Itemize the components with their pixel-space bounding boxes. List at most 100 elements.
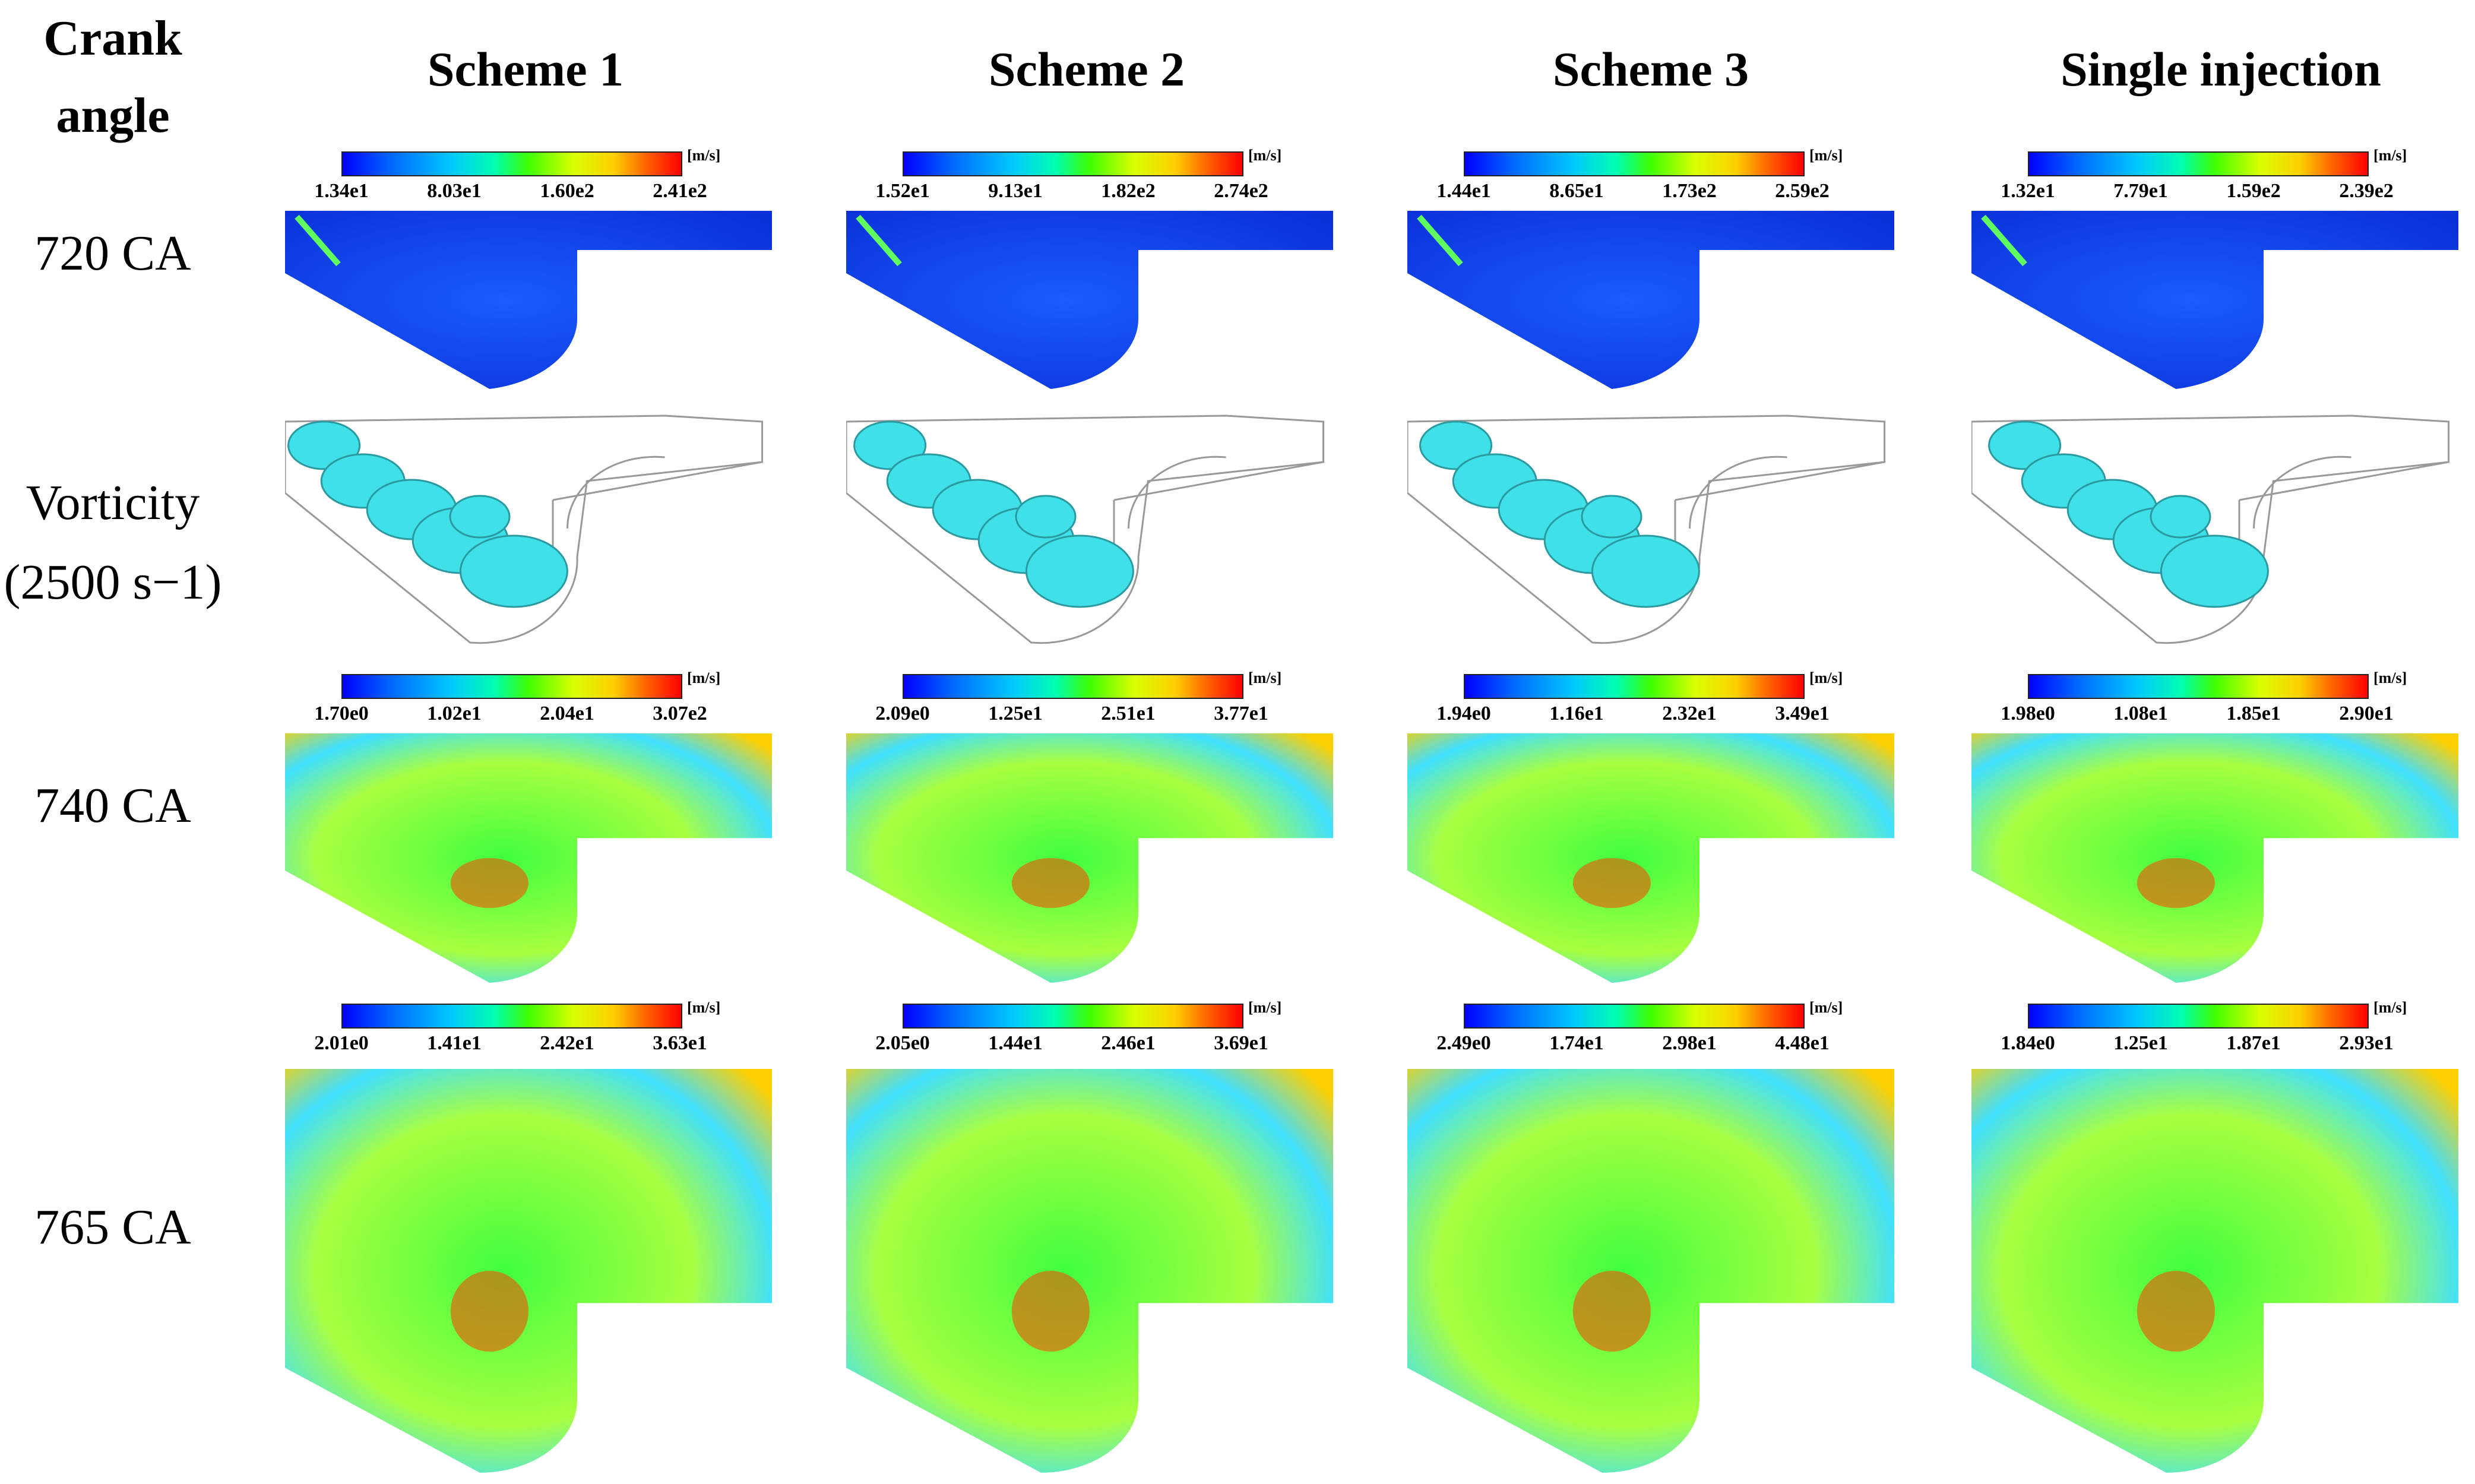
colorbar-unit-720ca-scheme-1: [m/s] [687, 147, 721, 164]
colorbar-tick-740ca-single-injection: 1.85e1 [2226, 703, 2281, 724]
colorbar-unit-740ca-scheme-2: [m/s] [1248, 669, 1282, 686]
colorbar-tick-765ca-single-injection: 1.25e1 [2113, 1032, 2168, 1054]
colorbar-tick-765ca-single-injection: 1.87e1 [2226, 1032, 2281, 1054]
colorbar-tick-765ca-scheme-3: 1.74e1 [1549, 1032, 1604, 1054]
velocity-contour-765ca-scheme-3 [1407, 1069, 1894, 1473]
colorbar-tick-740ca-scheme-3: 1.16e1 [1549, 703, 1604, 724]
crank-angle-heading: Crank angle [0, 0, 226, 154]
velocity-contour-740ca-scheme-3 [1407, 733, 1894, 983]
colorbar-tick-720ca-scheme-3: 1.44e1 [1436, 180, 1491, 202]
colorbar-720ca-scheme-3 [1464, 151, 1805, 176]
colorbar-tick-720ca-scheme-2: 1.82e2 [1101, 180, 1156, 202]
colorbar-765ca-scheme-1 [341, 1004, 682, 1029]
colorbar-tick-720ca-scheme-3: 2.59e2 [1775, 180, 1830, 202]
colorbar-unit-765ca-scheme-3: [m/s] [1809, 999, 1843, 1016]
colorbar-tick-740ca-scheme-3: 1.94e0 [1436, 703, 1491, 724]
colorbar-unit-740ca-scheme-3: [m/s] [1809, 669, 1843, 686]
velocity-contour-765ca-scheme-1 [285, 1069, 772, 1473]
column-heading-scheme-2: Scheme 2 [988, 42, 1185, 96]
colorbar-unit-765ca-single-injection: [m/s] [2373, 999, 2407, 1016]
vorticity-isosurface-vorticity-single-injection [1971, 410, 2458, 647]
velocity-contour-720ca-scheme-2 [846, 211, 1333, 389]
column-heading-single-injection: Single injection [2061, 42, 2381, 96]
colorbar-tick-740ca-scheme-1: 1.02e1 [427, 703, 482, 724]
colorbar-tick-740ca-scheme-1: 3.07e2 [653, 703, 707, 724]
colorbar-unit-720ca-scheme-2: [m/s] [1248, 147, 1282, 164]
colorbar-tick-720ca-single-injection: 1.59e2 [2226, 180, 2281, 202]
colorbar-tick-740ca-single-injection: 1.98e0 [2001, 703, 2055, 724]
colorbar-tick-765ca-scheme-3: 2.98e1 [1662, 1032, 1717, 1054]
crank-heading-line2: angle [56, 88, 170, 144]
row-label-740ca: 740 CA [34, 778, 191, 833]
colorbar-tick-740ca-scheme-2: 2.51e1 [1101, 703, 1156, 724]
colorbar-unit-740ca-scheme-1: [m/s] [687, 669, 721, 686]
velocity-contour-765ca-single-injection [1971, 1069, 2458, 1473]
colorbar-tick-765ca-single-injection: 1.84e0 [2001, 1032, 2055, 1054]
colorbar-tick-740ca-scheme-2: 1.25e1 [988, 703, 1043, 724]
colorbar-720ca-single-injection [2028, 151, 2369, 176]
colorbar-tick-740ca-scheme-2: 3.77e1 [1214, 703, 1268, 724]
colorbar-740ca-scheme-3 [1464, 674, 1805, 699]
colorbar-tick-765ca-scheme-2: 1.44e1 [988, 1032, 1043, 1054]
colorbar-unit-765ca-scheme-2: [m/s] [1248, 999, 1282, 1016]
vorticity-label-line1: Vorticity [26, 475, 200, 530]
column-heading-scheme-3: Scheme 3 [1552, 42, 1749, 96]
vorticity-isosurface-vorticity-scheme-2 [846, 410, 1333, 647]
colorbar-tick-720ca-scheme-2: 9.13e1 [988, 180, 1043, 202]
velocity-contour-720ca-scheme-3 [1407, 211, 1894, 389]
colorbar-tick-765ca-single-injection: 2.93e1 [2339, 1032, 2394, 1054]
colorbar-720ca-scheme-1 [341, 151, 682, 176]
colorbar-tick-765ca-scheme-2: 3.69e1 [1214, 1032, 1268, 1054]
colorbar-tick-720ca-single-injection: 2.39e2 [2339, 180, 2394, 202]
colorbar-765ca-single-injection [2028, 1004, 2369, 1029]
row-label-720ca: 720 CA [34, 226, 191, 281]
colorbar-tick-720ca-scheme-1: 1.60e2 [540, 180, 594, 202]
velocity-contour-740ca-scheme-1 [285, 733, 772, 983]
velocity-contour-720ca-scheme-1 [285, 211, 772, 389]
colorbar-tick-765ca-scheme-1: 2.42e1 [540, 1032, 594, 1054]
colorbar-tick-765ca-scheme-3: 2.49e0 [1436, 1032, 1491, 1054]
colorbar-tick-720ca-single-injection: 7.79e1 [2113, 180, 2168, 202]
colorbar-tick-740ca-scheme-1: 2.04e1 [540, 703, 594, 724]
colorbar-unit-720ca-scheme-3: [m/s] [1809, 147, 1843, 164]
colorbar-tick-740ca-single-injection: 1.08e1 [2113, 703, 2168, 724]
vorticity-label-line2: (2500 s−1) [4, 555, 222, 610]
colorbar-tick-765ca-scheme-1: 3.63e1 [653, 1032, 707, 1054]
colorbar-tick-720ca-scheme-2: 1.52e1 [875, 180, 930, 202]
colorbar-740ca-scheme-2 [903, 674, 1243, 699]
colorbar-tick-765ca-scheme-3: 4.48e1 [1775, 1032, 1830, 1054]
colorbar-tick-765ca-scheme-1: 1.41e1 [427, 1032, 482, 1054]
colorbar-tick-720ca-scheme-2: 2.74e2 [1214, 180, 1268, 202]
colorbar-720ca-scheme-2 [903, 151, 1243, 176]
colorbar-tick-720ca-scheme-1: 2.41e2 [653, 180, 707, 202]
colorbar-tick-740ca-scheme-3: 2.32e1 [1662, 703, 1717, 724]
colorbar-tick-720ca-scheme-3: 8.65e1 [1549, 180, 1604, 202]
colorbar-tick-740ca-scheme-1: 1.70e0 [314, 703, 369, 724]
row-label-765ca: 765 CA [34, 1200, 191, 1255]
colorbar-tick-765ca-scheme-2: 2.05e0 [875, 1032, 930, 1054]
vorticity-isosurface-vorticity-scheme-1 [285, 410, 772, 647]
colorbar-tick-720ca-scheme-3: 1.73e2 [1662, 180, 1717, 202]
vorticity-isosurface-vorticity-scheme-3 [1407, 410, 1894, 647]
colorbar-tick-765ca-scheme-1: 2.01e0 [314, 1032, 369, 1054]
crank-heading-line1: Crank [43, 11, 182, 66]
colorbar-tick-740ca-scheme-3: 3.49e1 [1775, 703, 1830, 724]
colorbar-tick-720ca-scheme-1: 1.34e1 [314, 180, 369, 202]
row-label-vorticity: Vorticity (2500 s−1) [0, 463, 226, 623]
colorbar-tick-765ca-scheme-2: 2.46e1 [1101, 1032, 1156, 1054]
velocity-contour-765ca-scheme-2 [846, 1069, 1333, 1473]
colorbar-unit-765ca-scheme-1: [m/s] [687, 999, 721, 1016]
colorbar-740ca-scheme-1 [341, 674, 682, 699]
colorbar-tick-720ca-scheme-1: 8.03e1 [427, 180, 482, 202]
colorbar-unit-720ca-single-injection: [m/s] [2373, 147, 2407, 164]
velocity-contour-740ca-scheme-2 [846, 733, 1333, 983]
column-heading-scheme-1: Scheme 1 [427, 42, 624, 96]
colorbar-740ca-single-injection [2028, 674, 2369, 699]
colorbar-765ca-scheme-2 [903, 1004, 1243, 1029]
colorbar-unit-740ca-single-injection: [m/s] [2373, 669, 2407, 686]
colorbar-tick-740ca-single-injection: 2.90e1 [2339, 703, 2394, 724]
colorbar-tick-740ca-scheme-2: 2.09e0 [875, 703, 930, 724]
colorbar-tick-720ca-single-injection: 1.32e1 [2001, 180, 2055, 202]
colorbar-765ca-scheme-3 [1464, 1004, 1805, 1029]
velocity-contour-720ca-single-injection [1971, 211, 2458, 389]
